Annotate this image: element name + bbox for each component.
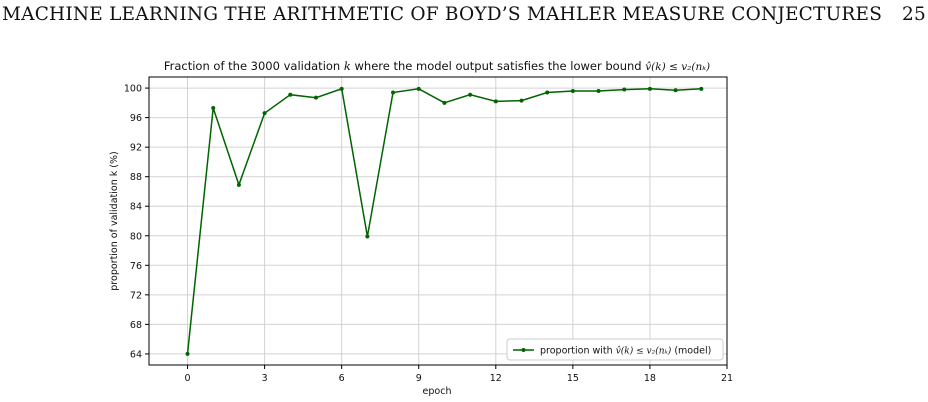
x-tick-label: 12 [490,373,502,384]
x-tick-label: 6 [339,373,345,384]
x-tick-label: 18 [644,373,656,384]
data-point [493,99,498,104]
y-tick-label: 84 [130,202,142,213]
x-tick-label: 9 [416,373,422,384]
data-point [262,111,267,116]
y-tick-label: 76 [130,261,142,272]
data-point [545,90,550,95]
data-point [519,98,524,103]
y-tick-label: 64 [130,349,142,360]
data-point [288,92,293,97]
chart-title: Fraction of the 3000 validation k where … [164,59,710,73]
legend: proportion with v̂(k) ≤ v₂(nₖ) (model) [506,338,724,361]
x-tick-label: 3 [262,373,268,384]
x-axis-label: epoch [423,386,452,397]
data-point [468,92,473,97]
data-point [236,182,241,187]
data-point [313,95,318,100]
data-point [416,86,421,91]
x-tick-label: 0 [185,373,191,384]
y-tick-label: 88 [130,172,142,183]
y-tick-label: 100 [124,84,142,95]
data-point [596,89,601,94]
y-axis-ticks: 64 68 72 76 80 84 88 92 96 100 [124,84,149,360]
x-tick-label: 15 [567,373,579,384]
data-point [570,89,575,94]
y-axis-label: proportion of validation k (%) [109,151,120,290]
y-tick-label: 68 [130,320,142,331]
series-points [185,86,704,356]
x-axis-ticks: 0 3 6 9 12 15 18 21 [185,365,733,384]
y-tick-label: 92 [130,143,142,154]
y-tick-label: 72 [130,290,142,301]
plot-frame [148,76,728,366]
data-point [391,90,396,95]
grid-lines [149,77,728,365]
data-point [622,87,627,92]
data-point [339,86,344,91]
data-point [673,88,678,93]
data-point [185,351,190,356]
legend-box [506,338,724,361]
data-point [211,106,216,111]
data-point [442,100,447,105]
legend-label: proportion with v̂(k) ≤ v₂(nₖ) (model) [540,346,711,357]
data-point [699,86,704,91]
running-header-title: MACHINE LEARNING THE ARITHMETIC OF BOYD’… [2,4,883,25]
y-tick-label: 80 [130,231,142,242]
running-header: MACHINE LEARNING THE ARITHMETIC OF BOYD’… [2,4,926,30]
legend-swatch-marker [521,348,526,352]
y-tick-label: 96 [130,113,142,124]
data-point [365,234,370,239]
x-tick-label: 21 [721,373,733,384]
data-point [647,86,652,91]
page-number: 25 [902,4,926,25]
